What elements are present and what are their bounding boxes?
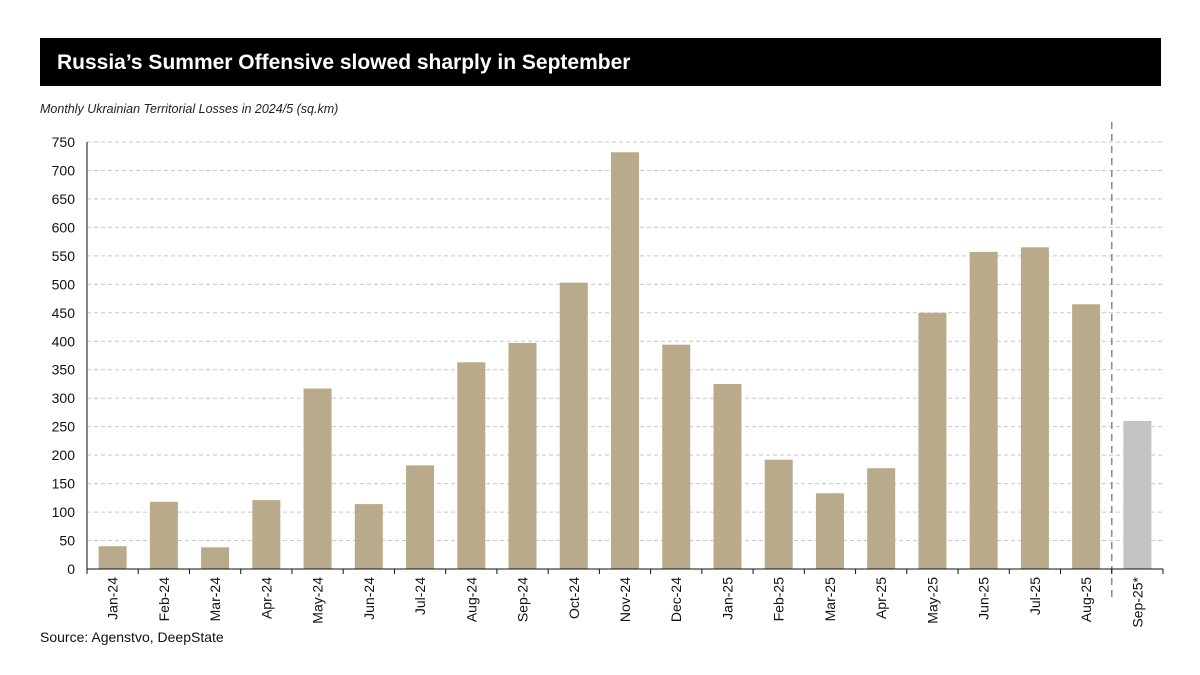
chart-title: Russia’s Summer Offensive slowed sharply… <box>40 38 1161 86</box>
x-tick-label: Apr-25 <box>873 577 889 619</box>
x-tick-label: Dec-24 <box>668 577 684 622</box>
y-tick-label: 650 <box>52 191 76 207</box>
x-tick-label: Nov-24 <box>617 577 633 622</box>
y-tick-label: 350 <box>52 362 76 378</box>
x-tick-label: Sep-25* <box>1129 576 1145 627</box>
bar <box>354 504 383 569</box>
y-tick-label: 400 <box>52 333 76 349</box>
y-tick-label: 50 <box>59 533 75 549</box>
bar <box>303 388 332 569</box>
x-tick-label: May-25 <box>924 577 940 624</box>
bar <box>1072 304 1101 569</box>
bar <box>713 383 742 569</box>
x-tick-label: Aug-24 <box>463 577 479 622</box>
x-tick-label: Jul-25 <box>1027 577 1043 615</box>
y-tick-label: 300 <box>52 390 76 406</box>
bar <box>98 546 127 569</box>
bar <box>918 312 947 569</box>
x-tick-label: Oct-24 <box>566 577 582 619</box>
x-tick-label: Feb-25 <box>771 577 787 622</box>
bar <box>559 282 588 569</box>
bar <box>1020 247 1049 569</box>
y-tick-label: 250 <box>52 419 76 435</box>
x-tick-label: Mar-25 <box>822 577 838 622</box>
y-tick-label: 0 <box>67 561 75 577</box>
tick-labels: 0 50 100 150 200 250 300 350 400 450 500 550 600 650 7… <box>52 134 1146 628</box>
y-tick-label: 200 <box>52 447 76 463</box>
x-tick-label: Mar-24 <box>207 577 223 622</box>
chart-subtitle: Monthly Ukrainian Territorial Losses in … <box>40 102 339 116</box>
bars <box>98 152 1152 570</box>
x-tick-label: Jan-25 <box>719 577 735 620</box>
y-tick-label: 600 <box>52 219 76 235</box>
bar <box>457 362 486 569</box>
bar <box>508 342 537 569</box>
bar <box>815 493 844 569</box>
bar <box>252 500 281 569</box>
x-tick-label: Jan-24 <box>105 577 121 620</box>
bar <box>611 152 639 570</box>
y-tick-label: 450 <box>52 305 76 321</box>
x-tick-label: Apr-24 <box>258 577 274 619</box>
bar <box>406 465 435 569</box>
x-tick-label: May-24 <box>310 577 326 624</box>
bar <box>969 251 998 569</box>
bar <box>867 468 896 569</box>
x-tick-label: Jun-25 <box>976 577 992 620</box>
y-tick-label: 750 <box>52 134 76 150</box>
source-note: Source: Agenstvo, DeepState <box>40 629 224 645</box>
bar <box>1123 420 1152 569</box>
bar <box>764 459 793 569</box>
y-tick-label: 150 <box>52 476 76 492</box>
bar <box>149 501 178 569</box>
x-tick-label: Jul-24 <box>412 577 428 615</box>
x-tick-label: Sep-24 <box>515 577 531 622</box>
bar <box>201 547 230 569</box>
x-tick-label: Feb-24 <box>156 577 172 622</box>
y-tick-label: 700 <box>52 162 76 178</box>
y-tick-label: 100 <box>52 504 76 520</box>
x-tick-label: Aug-25 <box>1078 577 1094 622</box>
bar <box>662 344 691 569</box>
y-tick-label: 500 <box>52 276 76 292</box>
axes <box>86 122 1164 600</box>
x-tick-label: Jun-24 <box>361 577 377 620</box>
y-tick-label: 550 <box>52 248 76 264</box>
